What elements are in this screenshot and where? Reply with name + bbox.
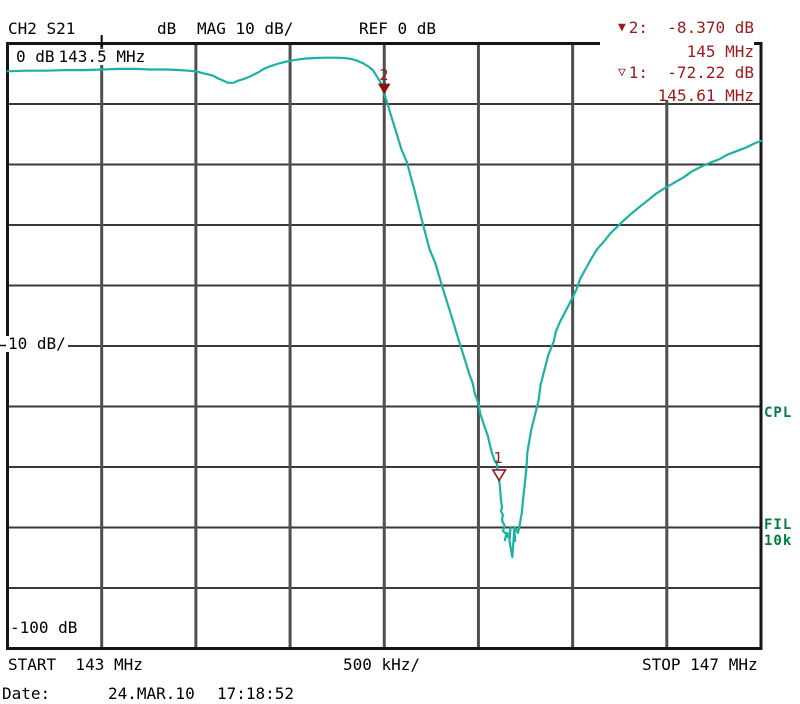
marker2-frequency: 145 MHz — [686, 42, 754, 61]
marker2-label: 2: — [628, 18, 649, 37]
marker1-frequency: 145.61 MHz — [657, 86, 754, 105]
marker1-readout: ▽ 1: -72.22 dB — [618, 65, 754, 81]
date-value: 24.MAR.10 — [108, 684, 195, 703]
marker1-triangle-icon — [491, 469, 507, 482]
marker2-readout: ▼ 2: -8.370 dB — [618, 20, 754, 36]
marker-readout-backdrop — [600, 14, 754, 100]
marker2-value: -8.370 dB — [648, 18, 754, 37]
display-line-frequency: 143.5 MHz — [58, 47, 146, 66]
marker1-hollow-triangle-icon: ▽ — [617, 65, 626, 80]
trace-s21 — [6, 56, 763, 559]
date-label: Date: — [2, 684, 51, 703]
marker2-triangle-icon — [377, 83, 391, 95]
display-line-label: 0 dB 143.5 MHz — [14, 47, 148, 66]
time-value: 17:18:52 — [217, 684, 295, 703]
scale-per-div-label: 10 dB/ — [6, 334, 68, 353]
bottom-level-label: -100 dB — [10, 618, 78, 637]
span-per-div-label: 500 kHz/ — [343, 655, 421, 674]
marker1-value: -72.22 dB — [648, 63, 754, 82]
channel-label: CH2 S21 — [8, 19, 76, 38]
unit-label: dB — [157, 19, 177, 38]
marker1-number: 1 — [493, 449, 503, 467]
ref-label: REF 0 dB — [359, 19, 437, 38]
filter-status-label: FIL — [764, 517, 793, 533]
stop-frequency-label: STOP 147 MHz — [642, 655, 758, 674]
marker2-number: 2 — [379, 66, 389, 84]
format-label: MAG 10 dB/ — [197, 19, 294, 38]
filter-bandwidth-label: 10k — [764, 533, 793, 549]
coupling-status-label: CPL — [764, 405, 793, 421]
display-line-level: 0 dB — [16, 47, 55, 66]
start-frequency-label: START 143 MHz — [8, 655, 143, 674]
marker1-label: 1: — [628, 63, 649, 82]
marker2-filled-triangle-icon: ▼ — [617, 20, 626, 35]
